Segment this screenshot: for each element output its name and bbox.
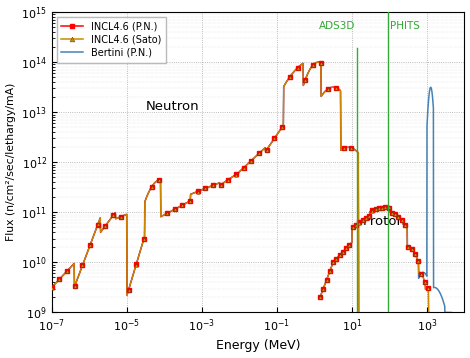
- Text: PHITS: PHITS: [390, 21, 419, 31]
- Text: Proton: Proton: [363, 215, 406, 228]
- Text: ADS3D: ADS3D: [319, 21, 355, 31]
- X-axis label: Energy (MeV): Energy (MeV): [216, 339, 300, 352]
- Text: Neutron: Neutron: [146, 100, 199, 113]
- Y-axis label: Flux (n/cm²/sec/lethargy/mA): Flux (n/cm²/sec/lethargy/mA): [6, 83, 16, 242]
- Legend: INCL4.6 (P.N.), INCL4.6 (Sato), Bertini (P.N.): INCL4.6 (P.N.), INCL4.6 (Sato), Bertini …: [56, 17, 166, 63]
